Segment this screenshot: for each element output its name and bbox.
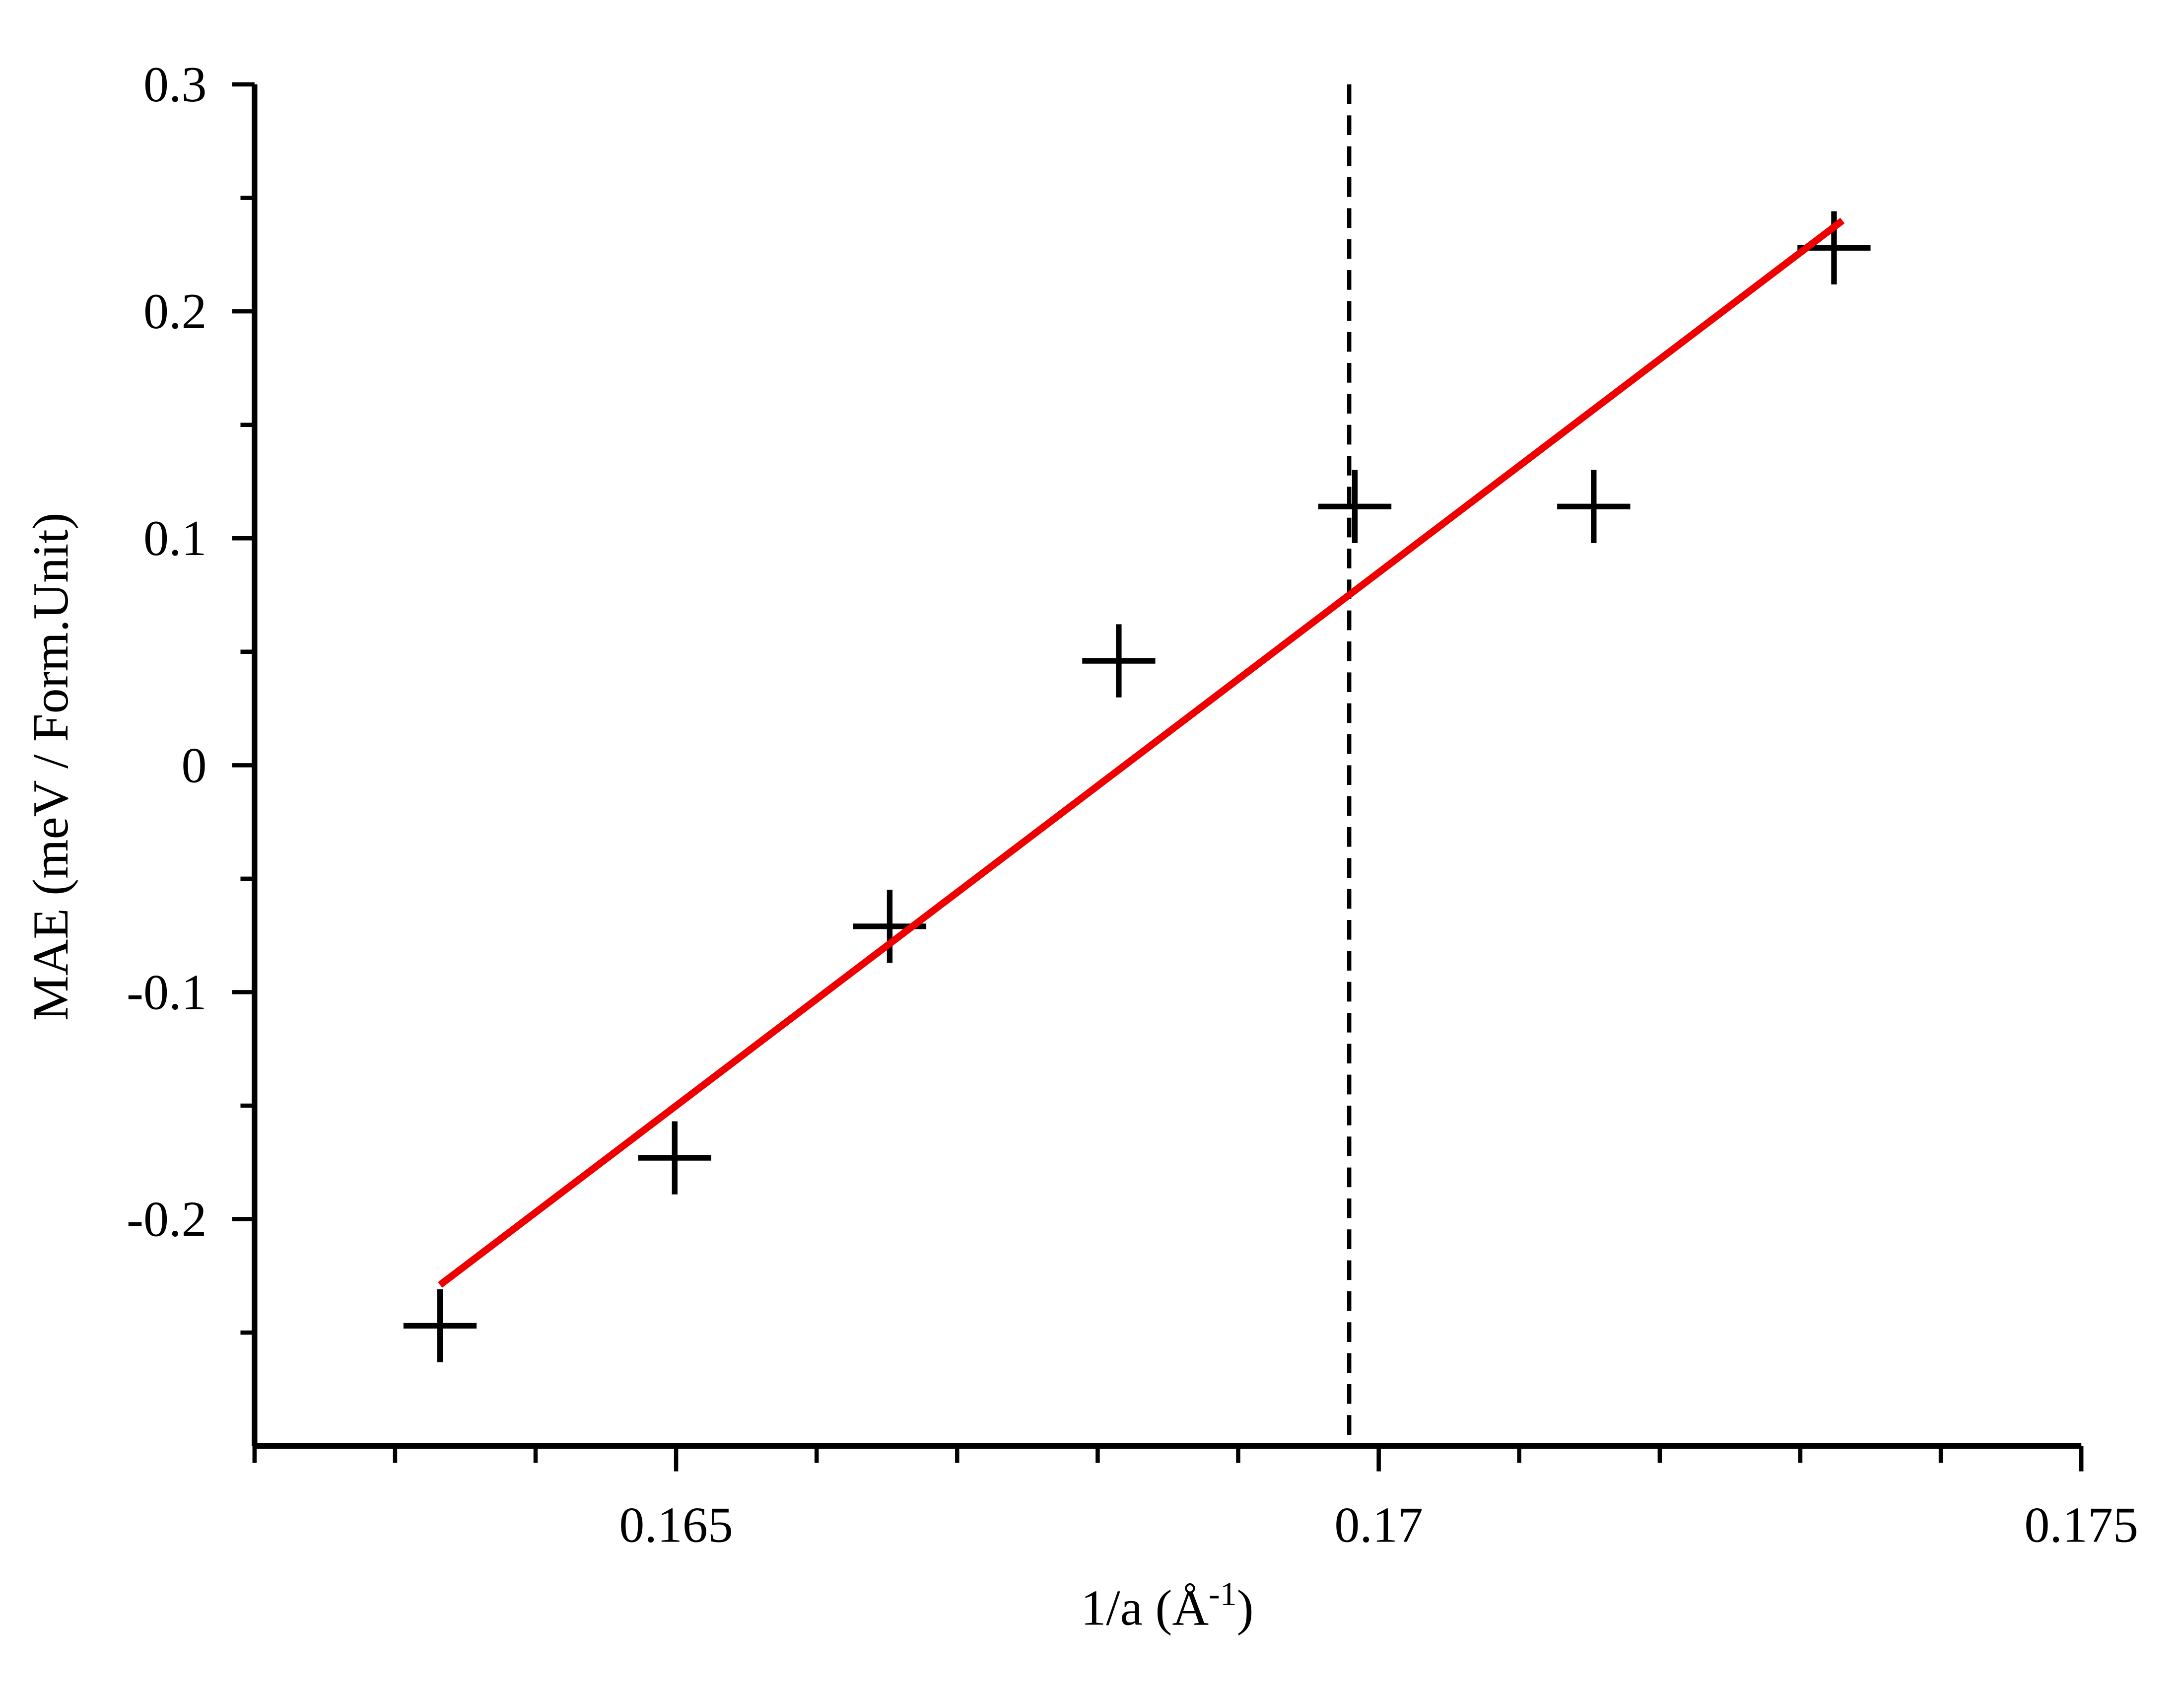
x-tick-label: 0.17 [1334, 1497, 1423, 1553]
y-tick-label: 0.1 [143, 510, 206, 566]
fit-line [438, 217, 1845, 1288]
y-tick-label: 0.2 [143, 283, 206, 340]
data-point [1082, 624, 1156, 698]
x-tick-label: 0.175 [2024, 1497, 2138, 1553]
y-tick-label: 0.3 [143, 57, 206, 113]
data-point [1318, 470, 1392, 543]
x-label-text: 1/a (Å [1081, 1580, 1209, 1636]
x-label-end: ) [1237, 1580, 1254, 1636]
y-axis-label: MAE (meV / Form.Unit) [23, 512, 79, 1021]
x-axis-label: 1/a (Å-1) [1081, 1575, 1253, 1636]
data-point [403, 1289, 477, 1363]
data-point [638, 1121, 711, 1195]
y-tick-label: 0 [181, 737, 206, 793]
y-tick-label: -0.2 [127, 1192, 206, 1248]
y-tick-label: -0.1 [127, 964, 206, 1020]
x-label-sup: -1 [1209, 1575, 1237, 1613]
x-tick-label: 0.165 [619, 1497, 733, 1553]
data-point [1557, 470, 1631, 543]
